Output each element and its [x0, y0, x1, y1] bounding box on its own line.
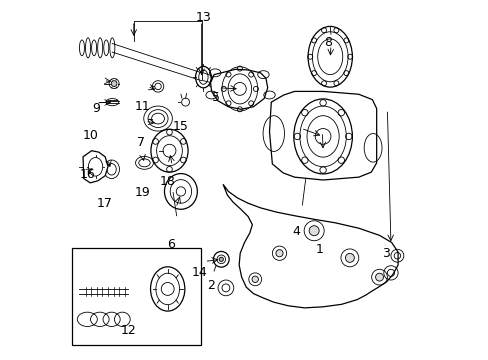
Text: 8: 8	[324, 36, 332, 49]
Circle shape	[219, 257, 223, 261]
Text: 4: 4	[292, 225, 300, 238]
Text: 3: 3	[381, 247, 389, 260]
Circle shape	[275, 249, 283, 257]
Circle shape	[375, 273, 383, 281]
Text: 13: 13	[195, 11, 211, 24]
Text: 17: 17	[96, 197, 112, 210]
Text: 1: 1	[315, 243, 323, 256]
Bar	[72, 248, 201, 345]
Text: 12: 12	[120, 324, 136, 337]
Text: 14: 14	[192, 266, 207, 279]
Polygon shape	[210, 69, 267, 109]
Text: 2: 2	[206, 279, 214, 292]
Text: 15: 15	[172, 120, 188, 133]
Circle shape	[111, 81, 117, 86]
Text: 18: 18	[160, 175, 175, 188]
Text: 10: 10	[82, 129, 98, 142]
Text: 16: 16	[79, 168, 95, 181]
Text: 11: 11	[135, 100, 150, 113]
Text: 5: 5	[211, 91, 220, 104]
Polygon shape	[269, 91, 376, 180]
Polygon shape	[223, 184, 397, 308]
Text: 6: 6	[167, 238, 175, 251]
Text: 9: 9	[92, 102, 100, 115]
Circle shape	[345, 253, 354, 262]
Circle shape	[308, 226, 319, 236]
Circle shape	[251, 276, 258, 283]
Text: 19: 19	[135, 186, 150, 199]
Polygon shape	[83, 151, 108, 183]
Text: 7: 7	[137, 136, 144, 149]
